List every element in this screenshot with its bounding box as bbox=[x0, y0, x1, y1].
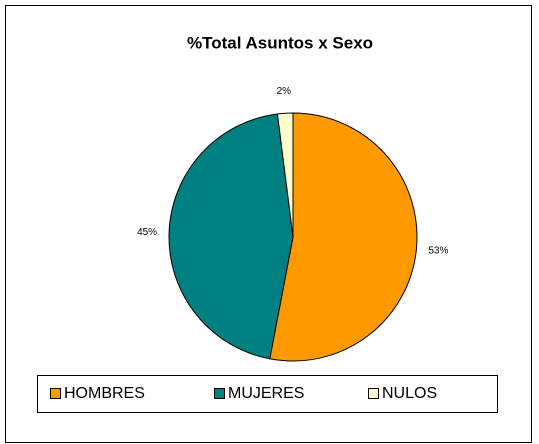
legend-label: MUJERES bbox=[228, 385, 304, 402]
legend-swatch bbox=[368, 388, 379, 399]
legend-swatch bbox=[50, 388, 61, 399]
pie-slice bbox=[276, 112, 294, 238]
pie-slice bbox=[168, 113, 294, 360]
legend-box bbox=[37, 375, 498, 413]
chart-title: %Total Asuntos x Sexo bbox=[187, 33, 373, 52]
pie-slice bbox=[269, 112, 418, 362]
data-label: 45% bbox=[137, 227, 157, 238]
legend-label: NULOS bbox=[382, 385, 437, 402]
legend-label: HOMBRES bbox=[64, 385, 145, 402]
legend-swatch bbox=[214, 388, 225, 399]
data-label: 2% bbox=[277, 86, 292, 97]
data-label: 53% bbox=[428, 245, 448, 256]
